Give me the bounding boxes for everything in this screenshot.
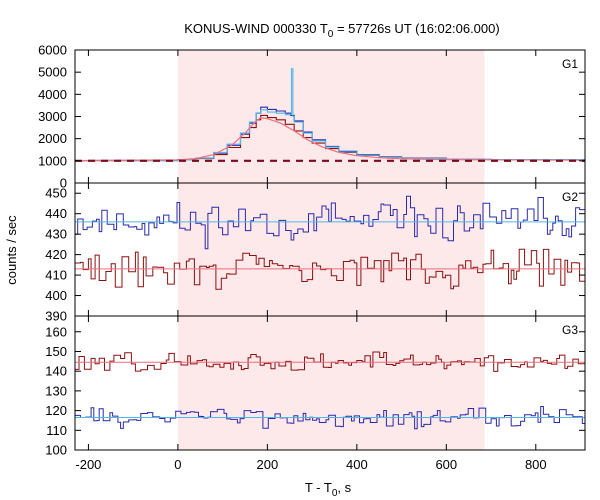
series-fit xyxy=(75,116,585,162)
panel-label: G1 xyxy=(562,57,578,71)
y-tick-label: 4000 xyxy=(38,87,67,102)
y-tick-label: 140 xyxy=(45,364,67,379)
highlight-interval xyxy=(177,50,485,183)
x-tick-label: 400 xyxy=(346,457,368,472)
x-tick-label: 600 xyxy=(435,457,457,472)
y-tick-label: 160 xyxy=(45,324,67,339)
y-tick-label: 5000 xyxy=(38,65,67,80)
chart-title: KONUS-WIND 000330 T0 = 57726s UT (16:02:… xyxy=(184,21,499,40)
y-tick-label: 130 xyxy=(45,383,67,398)
panel-g3: 100 110 120 130 140 150 160 G3 xyxy=(45,315,586,458)
y-axis-label: counts / sec xyxy=(4,215,19,285)
y-tick-label: 6000 xyxy=(38,43,67,58)
y-tick-label: 430 xyxy=(45,227,67,242)
highlight-interval xyxy=(177,316,485,450)
panel-g1: 0 1000 2000 3000 4000 5000 6000 G1 xyxy=(38,43,586,191)
y-tick-label: 420 xyxy=(45,247,67,262)
y-tick-label: 120 xyxy=(45,403,67,418)
panel-g2: 390 400 410 420 430 440 450 G2 xyxy=(45,182,586,324)
x-tick-label: 800 xyxy=(525,457,547,472)
panel-label: G2 xyxy=(562,190,578,204)
y-tick-label: 3000 xyxy=(38,109,67,124)
series-red xyxy=(75,351,585,372)
y-tick-label: 110 xyxy=(46,423,67,438)
y-tick-label: 400 xyxy=(45,288,67,303)
x-axis-label: T - T0, s xyxy=(305,480,352,499)
panel-frame xyxy=(74,315,586,451)
series-blue xyxy=(75,195,585,250)
y-tick-label: 150 xyxy=(45,344,67,359)
series-blue xyxy=(75,406,585,430)
y-tick-label: 2000 xyxy=(38,131,67,146)
y-tick-label: 440 xyxy=(45,206,67,221)
y-tick-label: 0 xyxy=(60,176,67,191)
x-tick-label: -200 xyxy=(75,457,101,472)
x-tick-label: 0 xyxy=(174,457,181,472)
panel-label: G3 xyxy=(562,323,578,337)
y-tick-label: 410 xyxy=(45,268,67,283)
y-tick-label: 100 xyxy=(45,443,67,458)
y-tick-label: 390 xyxy=(45,309,67,324)
x-tick-label: 200 xyxy=(257,457,279,472)
y-tick-label: 1000 xyxy=(38,153,67,168)
y-tick-label: 450 xyxy=(45,186,67,201)
series-red xyxy=(75,248,585,290)
panels-group: 0 1000 2000 3000 4000 5000 6000 G1 390 400 410 420 4… xyxy=(38,43,586,458)
x-tick-labels: -200 0 200 400 600 800 xyxy=(75,457,546,472)
